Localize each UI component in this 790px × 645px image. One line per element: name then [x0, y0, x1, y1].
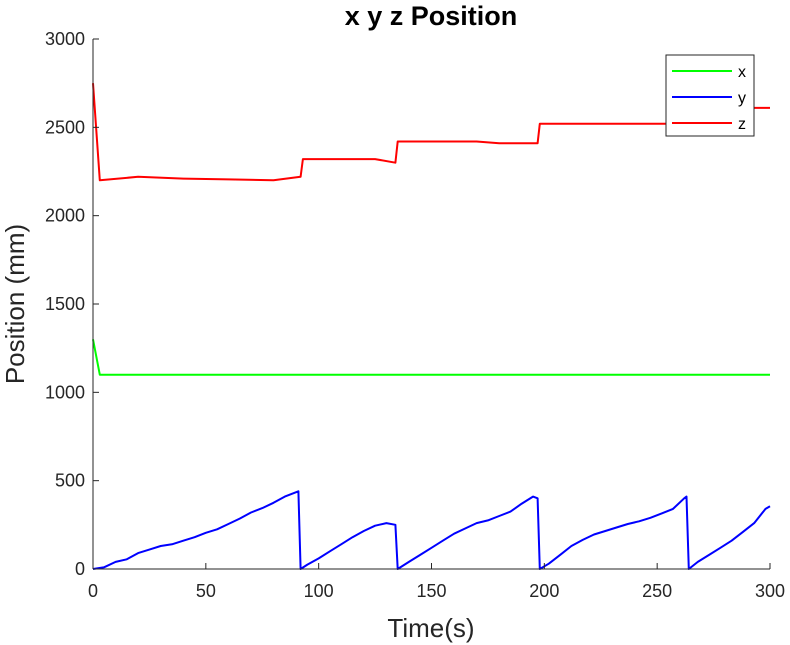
y-tick-label: 0: [75, 559, 85, 579]
y-ticks: 0 500 1000 1500 2000 2500 3000: [45, 29, 99, 579]
x-tick-label: 200: [529, 581, 559, 601]
y-tick-label: 1000: [45, 382, 85, 402]
x-tick-label: 100: [304, 581, 334, 601]
plot-background: [93, 39, 770, 569]
legend-label-x: x: [738, 64, 746, 81]
x-tick-label: 250: [642, 581, 672, 601]
x-tick-label: 150: [416, 581, 446, 601]
series-line-y: [92, 490, 771, 570]
legend-label-y: y: [738, 90, 746, 107]
x-tick-label: 300: [755, 581, 785, 601]
plot-area: [93, 39, 770, 569]
x-tick-label: 0: [88, 581, 98, 601]
x-tick-label: 50: [196, 581, 216, 601]
y-tick-label: 2000: [45, 206, 85, 226]
legend-label-z: z: [738, 116, 746, 133]
y-tick-label: 3000: [45, 29, 85, 49]
y-tick-label: 1500: [45, 294, 85, 314]
y-axis-label: Position (mm): [0, 224, 30, 384]
legend[interactable]: xyz: [665, 54, 755, 137]
series-line-x: [92, 339, 770, 376]
chart-title: x y z Position: [345, 1, 518, 31]
x-ticks: 0 50 100 150 200 250 300: [88, 563, 785, 601]
y-tick-label: 500: [55, 471, 85, 491]
y-tick-label: 2500: [45, 117, 85, 137]
x-axis-label: Time(s): [387, 613, 474, 643]
